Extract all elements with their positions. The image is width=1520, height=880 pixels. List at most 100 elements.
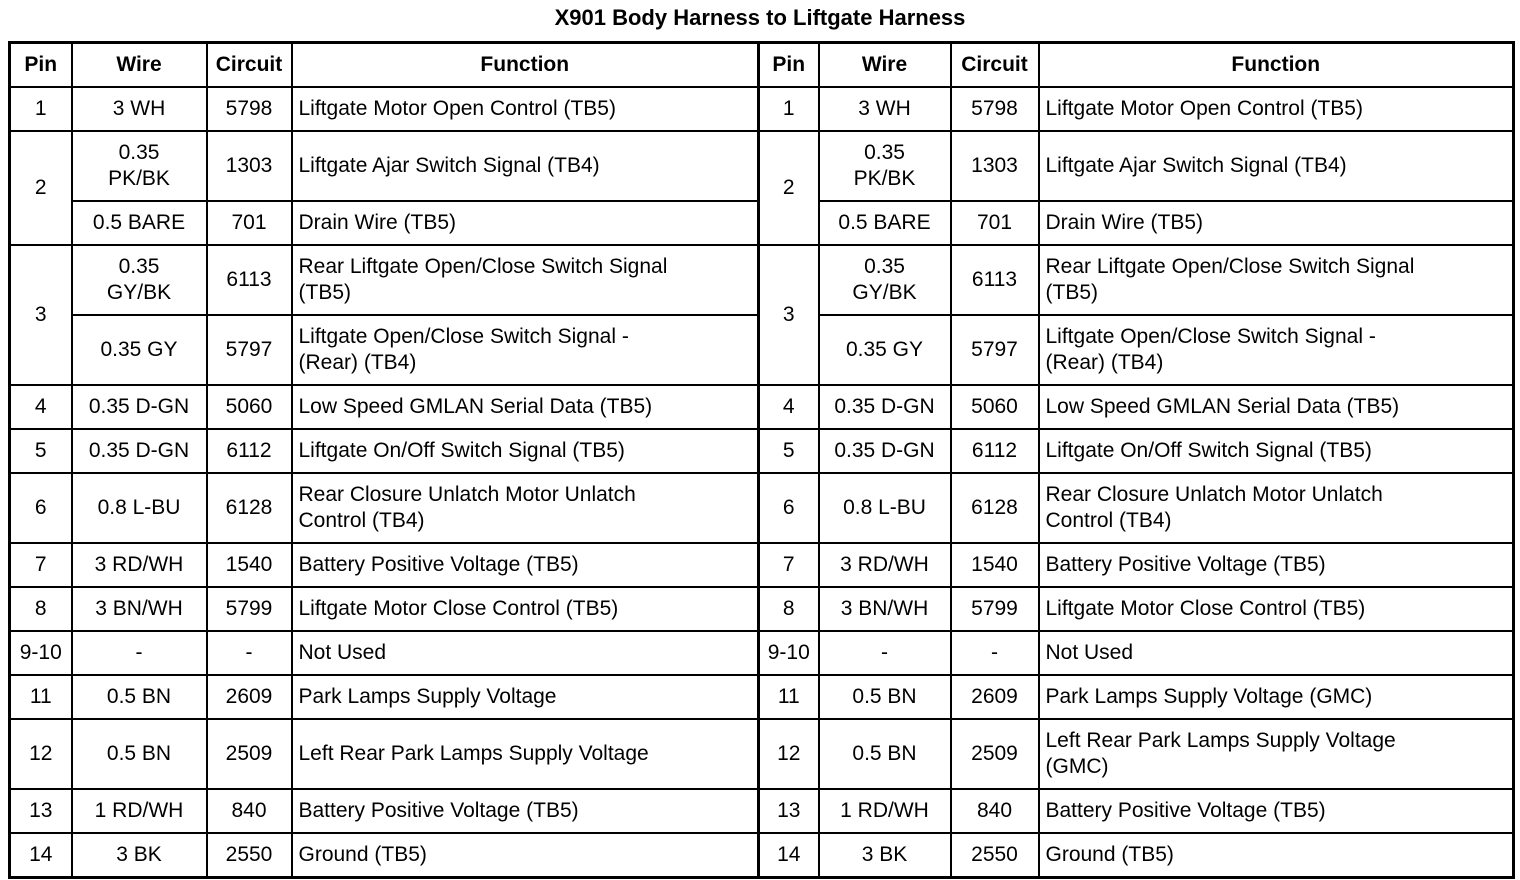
function-cell: Drain Wire (TB5) (290, 200, 760, 246)
function-cell: Low Speed GMLAN Serial Data (TB5) (290, 384, 760, 430)
pin-cell: 12 (8, 718, 73, 790)
circuit-cell: 840 (205, 788, 293, 834)
table-row: 9-10- - Not Used 9-10- - Not Used (8, 630, 1515, 676)
pin-cell: 1 (757, 86, 820, 132)
function-cell: Park Lamps Supply Voltage (GMC) (1037, 674, 1515, 720)
wire-cell: 0.35 D-GN (817, 428, 952, 474)
table-row: 3 0.35 GY/BK 6113 Rear Liftgate Open/Close … (8, 244, 1515, 386)
column-header-pin: Pin (757, 41, 820, 88)
function-cell: Low Speed GMLAN Serial Data (TB5) (1037, 384, 1515, 430)
function-cell: Liftgate Open/Close Switch Signal - (Rea… (290, 314, 760, 386)
circuit-cell: 2550 (205, 832, 293, 879)
pin-cell: 11 (8, 674, 73, 720)
table-row: 0.35 GY 5797 Liftgate Open/Close Switch Si… (10, 314, 1515, 386)
circuit-cell: 5797 (205, 314, 293, 386)
pin-cell: 14 (757, 832, 820, 879)
circuit-cell: 6113 (949, 244, 1040, 316)
function-cell: Left Rear Park Lamps Supply Voltage (290, 718, 760, 790)
wire-cell: 3 BN/WH (70, 586, 208, 632)
function-cell: Rear Liftgate Open/Close Switch Signal (… (290, 244, 760, 316)
circuit-cell: - (949, 630, 1040, 676)
table-row: 13 1 RD/WH 840 Battery Positive Voltage (TB… (8, 788, 1515, 834)
circuit-cell: 1303 (205, 130, 293, 202)
pin-cell: 5 (757, 428, 820, 474)
function-cell: Liftgate Motor Open Control (TB5) (290, 86, 760, 132)
wire-cell: 3 WH (817, 86, 952, 132)
circuit-cell: 2609 (949, 674, 1040, 720)
circuit-cell: 5799 (949, 586, 1040, 632)
function-cell: Left Rear Park Lamps Supply Voltage (GMC… (1037, 718, 1515, 790)
circuit-cell: 2509 (205, 718, 293, 790)
column-header-pin: Pin (8, 41, 73, 88)
function-cell: Liftgate On/Off Switch Signal (TB5) (290, 428, 760, 474)
table-row: 6 0.8 L-BU 6128 Rear Closure Unlatch Motor … (8, 472, 1515, 544)
wire-cell: 1 RD/WH (817, 788, 952, 834)
pin-cell: 12 (757, 718, 820, 790)
pin-cell: 9-10 (757, 630, 820, 676)
pin-cell: 5 (8, 428, 73, 474)
circuit-cell: 5797 (949, 314, 1040, 386)
pin-cell: 8 (757, 586, 820, 632)
function-cell: Battery Positive Voltage (TB5) (290, 542, 760, 588)
function-cell: Rear Closure Unlatch Motor Unlatch Contr… (1037, 472, 1515, 544)
function-cell: Rear Liftgate Open/Close Switch Signal (… (1037, 244, 1515, 316)
function-cell: Liftgate Ajar Switch Signal (TB4) (1037, 130, 1515, 202)
harness-table-head: Pin Wire Circuit Function Pin Wire Circu… (8, 41, 1515, 88)
wire-cell: - (70, 630, 208, 676)
pin-cell: 2 (757, 130, 820, 246)
wire-cell: 0.5 BARE (70, 200, 208, 246)
pin-cell: 11 (757, 674, 820, 720)
pin-cell: 1 (8, 86, 73, 132)
wire-cell: 3 BK (70, 832, 208, 879)
column-header-wire: Wire (817, 41, 952, 88)
pin-cell: 6 (757, 472, 820, 544)
wire-cell: - (817, 630, 952, 676)
function-cell: Liftgate Motor Open Control (TB5) (1037, 86, 1515, 132)
wire-cell: 0.35 GY/BK (817, 244, 952, 316)
function-cell: Drain Wire (TB5) (1037, 200, 1515, 246)
pin-cell: 3 (8, 244, 73, 386)
table-row: 12 0.5 BN 2509 Left Rear Park Lamps Supply … (8, 718, 1515, 790)
circuit-cell: 5060 (205, 384, 293, 430)
pin-cell: 9-10 (8, 630, 73, 676)
wire-cell: 0.5 BARE (817, 200, 952, 246)
function-cell: Liftgate Open/Close Switch Signal - (Rea… (1037, 314, 1515, 386)
pin-cell: 14 (8, 832, 73, 879)
wire-cell: 0.35 D-GN (70, 428, 208, 474)
function-cell: Rear Closure Unlatch Motor Unlatch Contr… (290, 472, 760, 544)
table-row: 2 0.35 PK/BK 1303 Liftgate Ajar Switch Sign… (8, 130, 1515, 246)
wire-cell: 0.5 BN (817, 718, 952, 790)
function-cell: Battery Positive Voltage (TB5) (290, 788, 760, 834)
header-row: Pin Wire Circuit Function Pin Wire Circu… (8, 41, 1515, 88)
circuit-cell: 5798 (205, 86, 293, 132)
pin-cell: 8 (8, 586, 73, 632)
wire-cell: 3 BK (817, 832, 952, 879)
wire-cell: 3 RD/WH (817, 542, 952, 588)
circuit-cell: 5799 (205, 586, 293, 632)
circuit-cell: 1540 (205, 542, 293, 588)
function-cell: Liftgate Motor Close Control (TB5) (290, 586, 760, 632)
pin-cell: 7 (8, 542, 73, 588)
column-header-wire: Wire (70, 41, 208, 88)
circuit-cell: 1303 (949, 130, 1040, 202)
wire-cell: 0.35 D-GN (70, 384, 208, 430)
wire-cell: 1 RD/WH (70, 788, 208, 834)
wire-cell: 0.5 BN (70, 674, 208, 720)
function-cell: Not Used (290, 630, 760, 676)
table-row: 11 0.5 BN 2609 Park Lamps Supply Voltage 11 0… (8, 674, 1515, 720)
function-cell: Battery Positive Voltage (TB5) (1037, 542, 1515, 588)
table-row: 0.5 BARE 701 Drain Wire (TB5) 0.5 BARE 701 Dr… (10, 200, 1515, 246)
pin-cell: 2 (8, 130, 73, 246)
circuit-cell: 701 (205, 200, 293, 246)
wire-cell: 0.35 GY (817, 314, 952, 386)
circuit-cell: 5060 (949, 384, 1040, 430)
pin-cell: 7 (757, 542, 820, 588)
function-cell: Battery Positive Voltage (TB5) (1037, 788, 1515, 834)
wire-cell: 0.35 PK/BK (70, 130, 208, 202)
column-header-circuit: Circuit (205, 41, 293, 88)
